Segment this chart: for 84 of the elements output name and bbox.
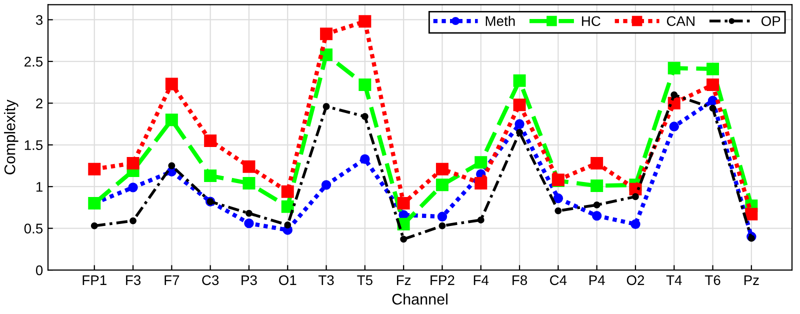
point xyxy=(513,74,526,87)
y-tick-label: 1.5 xyxy=(24,140,43,150)
x-tick-label: C3 xyxy=(202,275,219,286)
point xyxy=(358,78,372,92)
point xyxy=(474,177,488,190)
legend-label: CAN xyxy=(666,16,694,26)
x-tick-label: T3 xyxy=(318,275,334,286)
x-tick-label: P3 xyxy=(242,275,257,286)
x-tick-label: F4 xyxy=(474,275,489,285)
x-axis-title: Channel xyxy=(392,293,448,305)
y-tick-label: 2.5 xyxy=(24,56,43,67)
point xyxy=(204,134,217,147)
x-tick-label: P4 xyxy=(589,275,605,285)
point xyxy=(669,122,679,132)
point xyxy=(630,219,640,230)
x-tick-label: C4 xyxy=(550,275,567,286)
x-tick-label: O1 xyxy=(279,275,296,286)
point xyxy=(165,78,178,90)
legend-label: Meth xyxy=(486,16,515,26)
point xyxy=(320,28,333,40)
point xyxy=(242,160,256,173)
point xyxy=(88,162,101,176)
x-tick-label: FP2 xyxy=(430,275,454,285)
point xyxy=(592,210,602,221)
point xyxy=(90,222,98,230)
y-tick-label: 0 xyxy=(36,265,43,276)
point xyxy=(284,222,292,228)
point xyxy=(128,182,138,192)
x-tick-label: Pz xyxy=(744,275,759,285)
x-tick-label: T5 xyxy=(357,275,372,286)
point xyxy=(358,15,372,28)
point xyxy=(438,222,446,230)
point xyxy=(361,113,368,120)
point xyxy=(668,62,680,74)
point xyxy=(242,177,256,190)
point xyxy=(593,201,600,208)
point xyxy=(246,210,252,217)
point xyxy=(553,193,564,204)
point xyxy=(590,156,604,170)
point xyxy=(397,197,410,210)
point xyxy=(165,114,178,126)
point xyxy=(130,217,136,224)
point xyxy=(474,156,488,169)
point xyxy=(436,162,448,176)
point xyxy=(670,91,678,98)
point xyxy=(321,180,332,190)
x-tick-label: F8 xyxy=(512,275,528,286)
point xyxy=(709,104,716,112)
point xyxy=(281,185,294,198)
point xyxy=(706,62,720,76)
point xyxy=(745,208,758,220)
point xyxy=(516,128,523,136)
point xyxy=(168,162,176,170)
point xyxy=(322,103,330,110)
point xyxy=(437,212,448,222)
point xyxy=(632,193,639,200)
x-tick-label: F7 xyxy=(164,275,180,285)
x-tick-label: T4 xyxy=(666,275,682,285)
x-tick-label: Fz xyxy=(397,275,411,285)
legend-label: OP xyxy=(761,16,780,26)
point xyxy=(126,156,140,170)
y-tick-label: 3 xyxy=(36,15,43,25)
y-axis-title: Complexity xyxy=(4,100,18,174)
point xyxy=(590,180,604,192)
x-tick-label: T6 xyxy=(704,275,720,286)
y-tick-label: 0.5 xyxy=(24,224,43,234)
point xyxy=(748,234,755,242)
legend-label: HC xyxy=(582,16,600,26)
y-tick-label: 2 xyxy=(36,98,42,108)
point xyxy=(400,236,408,243)
point xyxy=(514,119,524,129)
point xyxy=(477,216,484,224)
x-tick-label: O2 xyxy=(626,275,644,286)
x-tick-label: FP1 xyxy=(82,275,106,285)
y-tick-label: 1 xyxy=(36,182,42,192)
point xyxy=(706,78,720,92)
x-tick-label: F3 xyxy=(126,275,141,286)
point xyxy=(513,98,526,112)
point xyxy=(436,178,448,192)
point xyxy=(281,200,294,213)
point xyxy=(554,207,562,214)
point xyxy=(360,154,370,164)
point xyxy=(244,218,254,228)
point xyxy=(204,170,217,182)
